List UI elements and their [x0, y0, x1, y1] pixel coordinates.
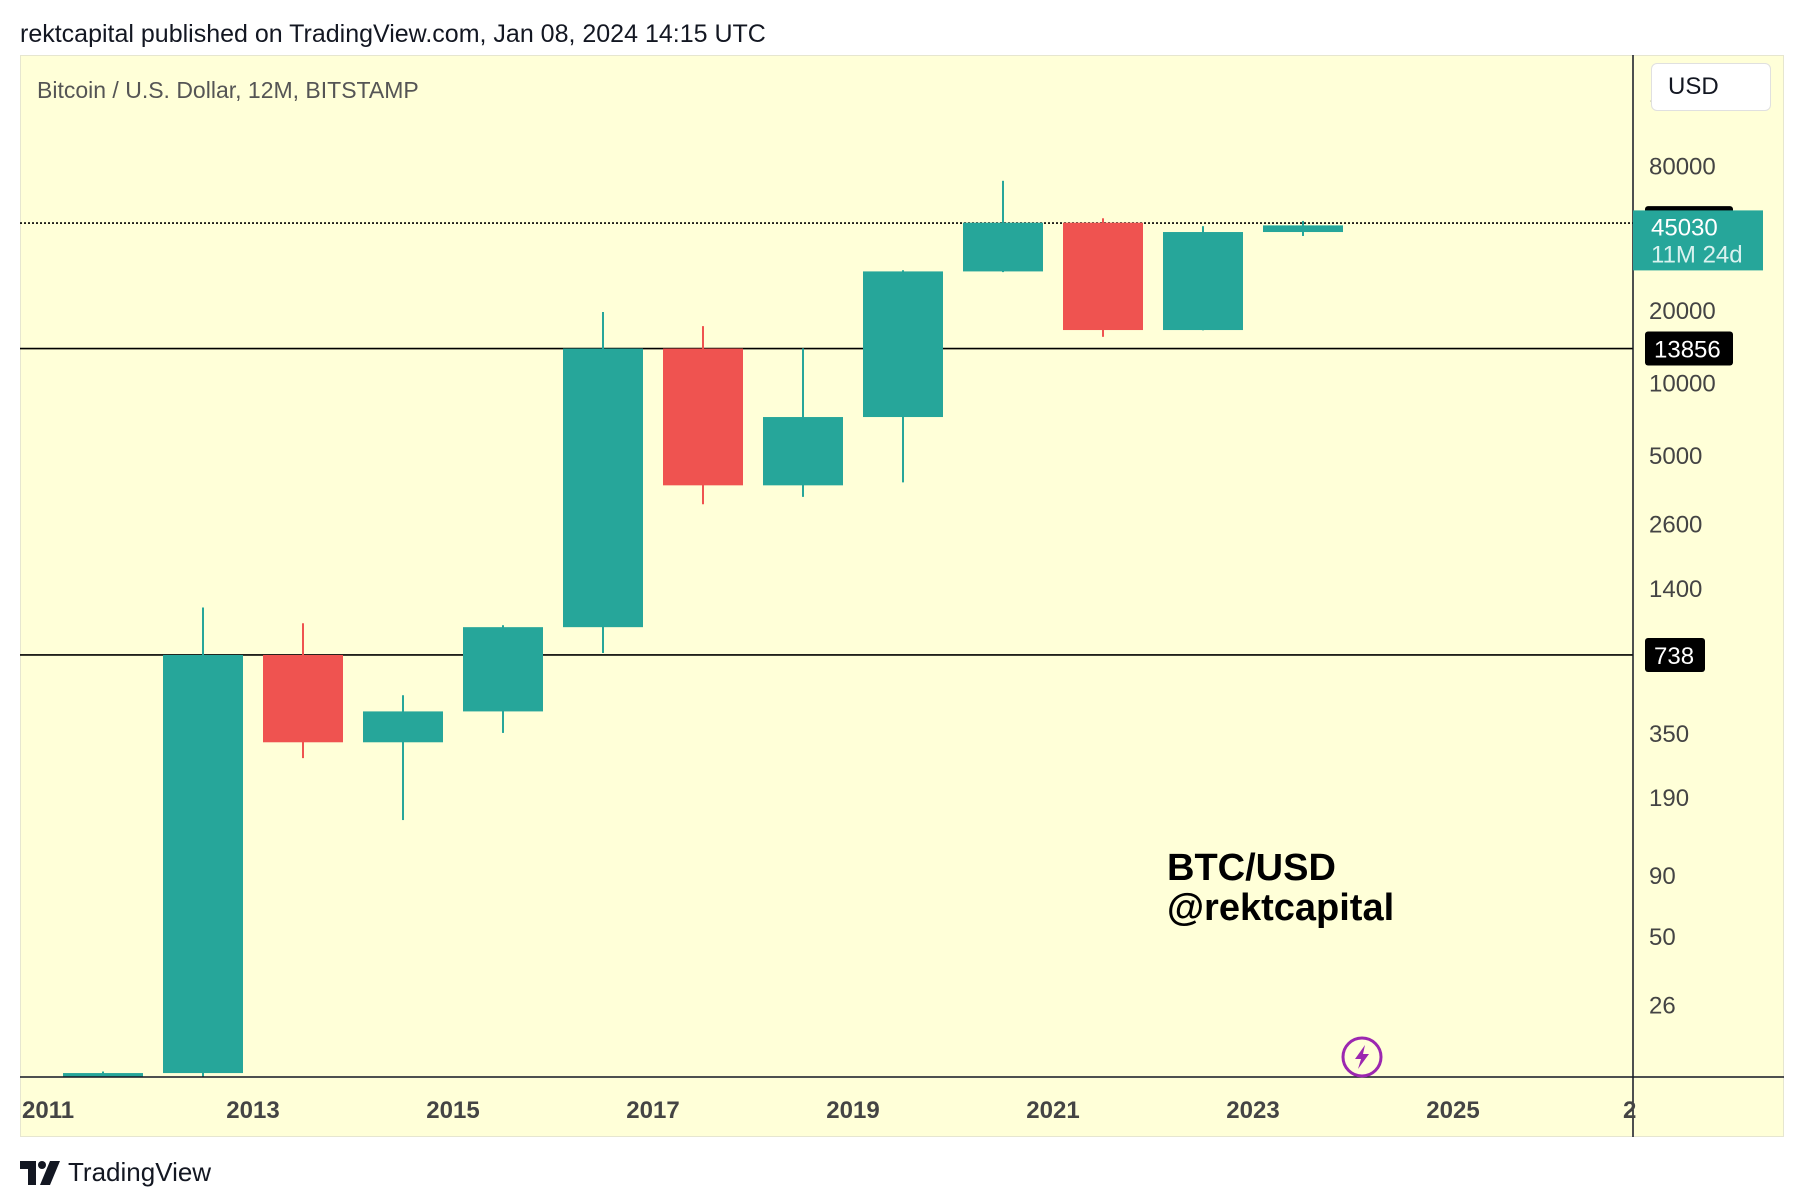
footer: TradingView	[20, 1157, 211, 1188]
watermark-line2: @rektcapital	[1167, 887, 1395, 929]
candle-2014	[263, 623, 343, 759]
candle-2012	[63, 1071, 143, 1077]
candle-2022	[1063, 218, 1143, 337]
y-tick-label-2: 20000	[1649, 298, 1716, 325]
y-tick-label-9: 90	[1649, 863, 1676, 890]
x-tick-label-3: 2017	[626, 1097, 679, 1124]
level-label-bg-1	[1645, 331, 1733, 366]
y-tick-label-4: 5000	[1649, 443, 1702, 470]
x-tick-label-1: 2013	[226, 1097, 279, 1124]
chart-title: Bitcoin / U.S. Dollar, 12M, BITSTAMP	[37, 77, 419, 103]
x-tick-label-8: 2	[1623, 1097, 1636, 1124]
footer-brand: TradingView	[68, 1157, 212, 1187]
x-tick-label-4: 2019	[826, 1097, 879, 1124]
candle-body-2018	[663, 348, 743, 486]
candle-body-2020	[863, 271, 943, 418]
candle-body-2012	[63, 1073, 143, 1077]
candle-2019	[763, 348, 843, 497]
candle-body-2021	[963, 222, 1043, 272]
x-tick-label-5: 2021	[1026, 1097, 1079, 1124]
candle-body-2013	[163, 654, 243, 1074]
candle-body-2014	[263, 654, 343, 743]
candle-2015	[363, 695, 443, 821]
chart-frame[interactable]	[20, 55, 1784, 1137]
level-label-2: 738	[1654, 643, 1694, 670]
last-price-countdown: 11M 24d	[1651, 241, 1743, 268]
candle-body-2024	[1263, 225, 1343, 233]
tradingview-logo-icon	[20, 1160, 60, 1185]
y-tick-label-5: 2600	[1649, 511, 1702, 538]
x-tick-label-2: 2015	[426, 1097, 479, 1124]
y-tick-label-1: 80000	[1649, 153, 1716, 180]
y-tick-label-7: 350	[1649, 721, 1689, 748]
last-price-label: 45030	[1651, 214, 1718, 241]
y-tick-label-10: 50	[1649, 924, 1676, 951]
candle-body-2016	[463, 627, 543, 712]
y-tick-label-8: 190	[1649, 785, 1689, 812]
candle-2016	[463, 625, 543, 733]
candle-body-2017	[563, 348, 643, 628]
level-label-1: 13856	[1654, 337, 1721, 364]
lightning-icon[interactable]	[1341, 1036, 1383, 1078]
candle-body-2019	[763, 417, 843, 486]
x-tick-label-0: 2011	[22, 1097, 74, 1124]
candle-2018	[663, 326, 743, 505]
publish-header: rektcapital published on TradingView.com…	[20, 20, 766, 48]
currency-button[interactable]: USD	[1651, 63, 1771, 111]
watermark: BTC/USD @rektcapital	[1167, 848, 1394, 928]
x-tick-label-7: 2025	[1426, 1097, 1479, 1124]
candle-body-2022	[1063, 222, 1143, 331]
candle-body-2023	[1163, 232, 1243, 331]
candle-2023	[1163, 226, 1243, 331]
candles	[63, 180, 1343, 1077]
last-price-label-bg	[1633, 210, 1763, 271]
y-tick-label-6: 1400	[1649, 576, 1702, 603]
price-labels: 46041138567384503011M 24d	[1633, 206, 1763, 672]
y-tick-label-3: 10000	[1649, 371, 1716, 398]
candle-2017	[563, 311, 643, 654]
y-tick-label-11: 26	[1649, 993, 1676, 1020]
level-label-bg-2	[1645, 637, 1705, 672]
candle-2013	[163, 607, 243, 1077]
candle-2021	[963, 180, 1043, 273]
candle-2020	[863, 270, 943, 483]
watermark-line1: BTC/USD	[1167, 847, 1336, 889]
candle-body-2015	[363, 711, 443, 743]
candle-2024	[1263, 220, 1343, 236]
x-tick-label-6: 2023	[1226, 1097, 1279, 1124]
time-axis[interactable]: 2011 2013 2015 2017 2019 2021 2023 2025 2	[20, 1076, 1784, 1124]
